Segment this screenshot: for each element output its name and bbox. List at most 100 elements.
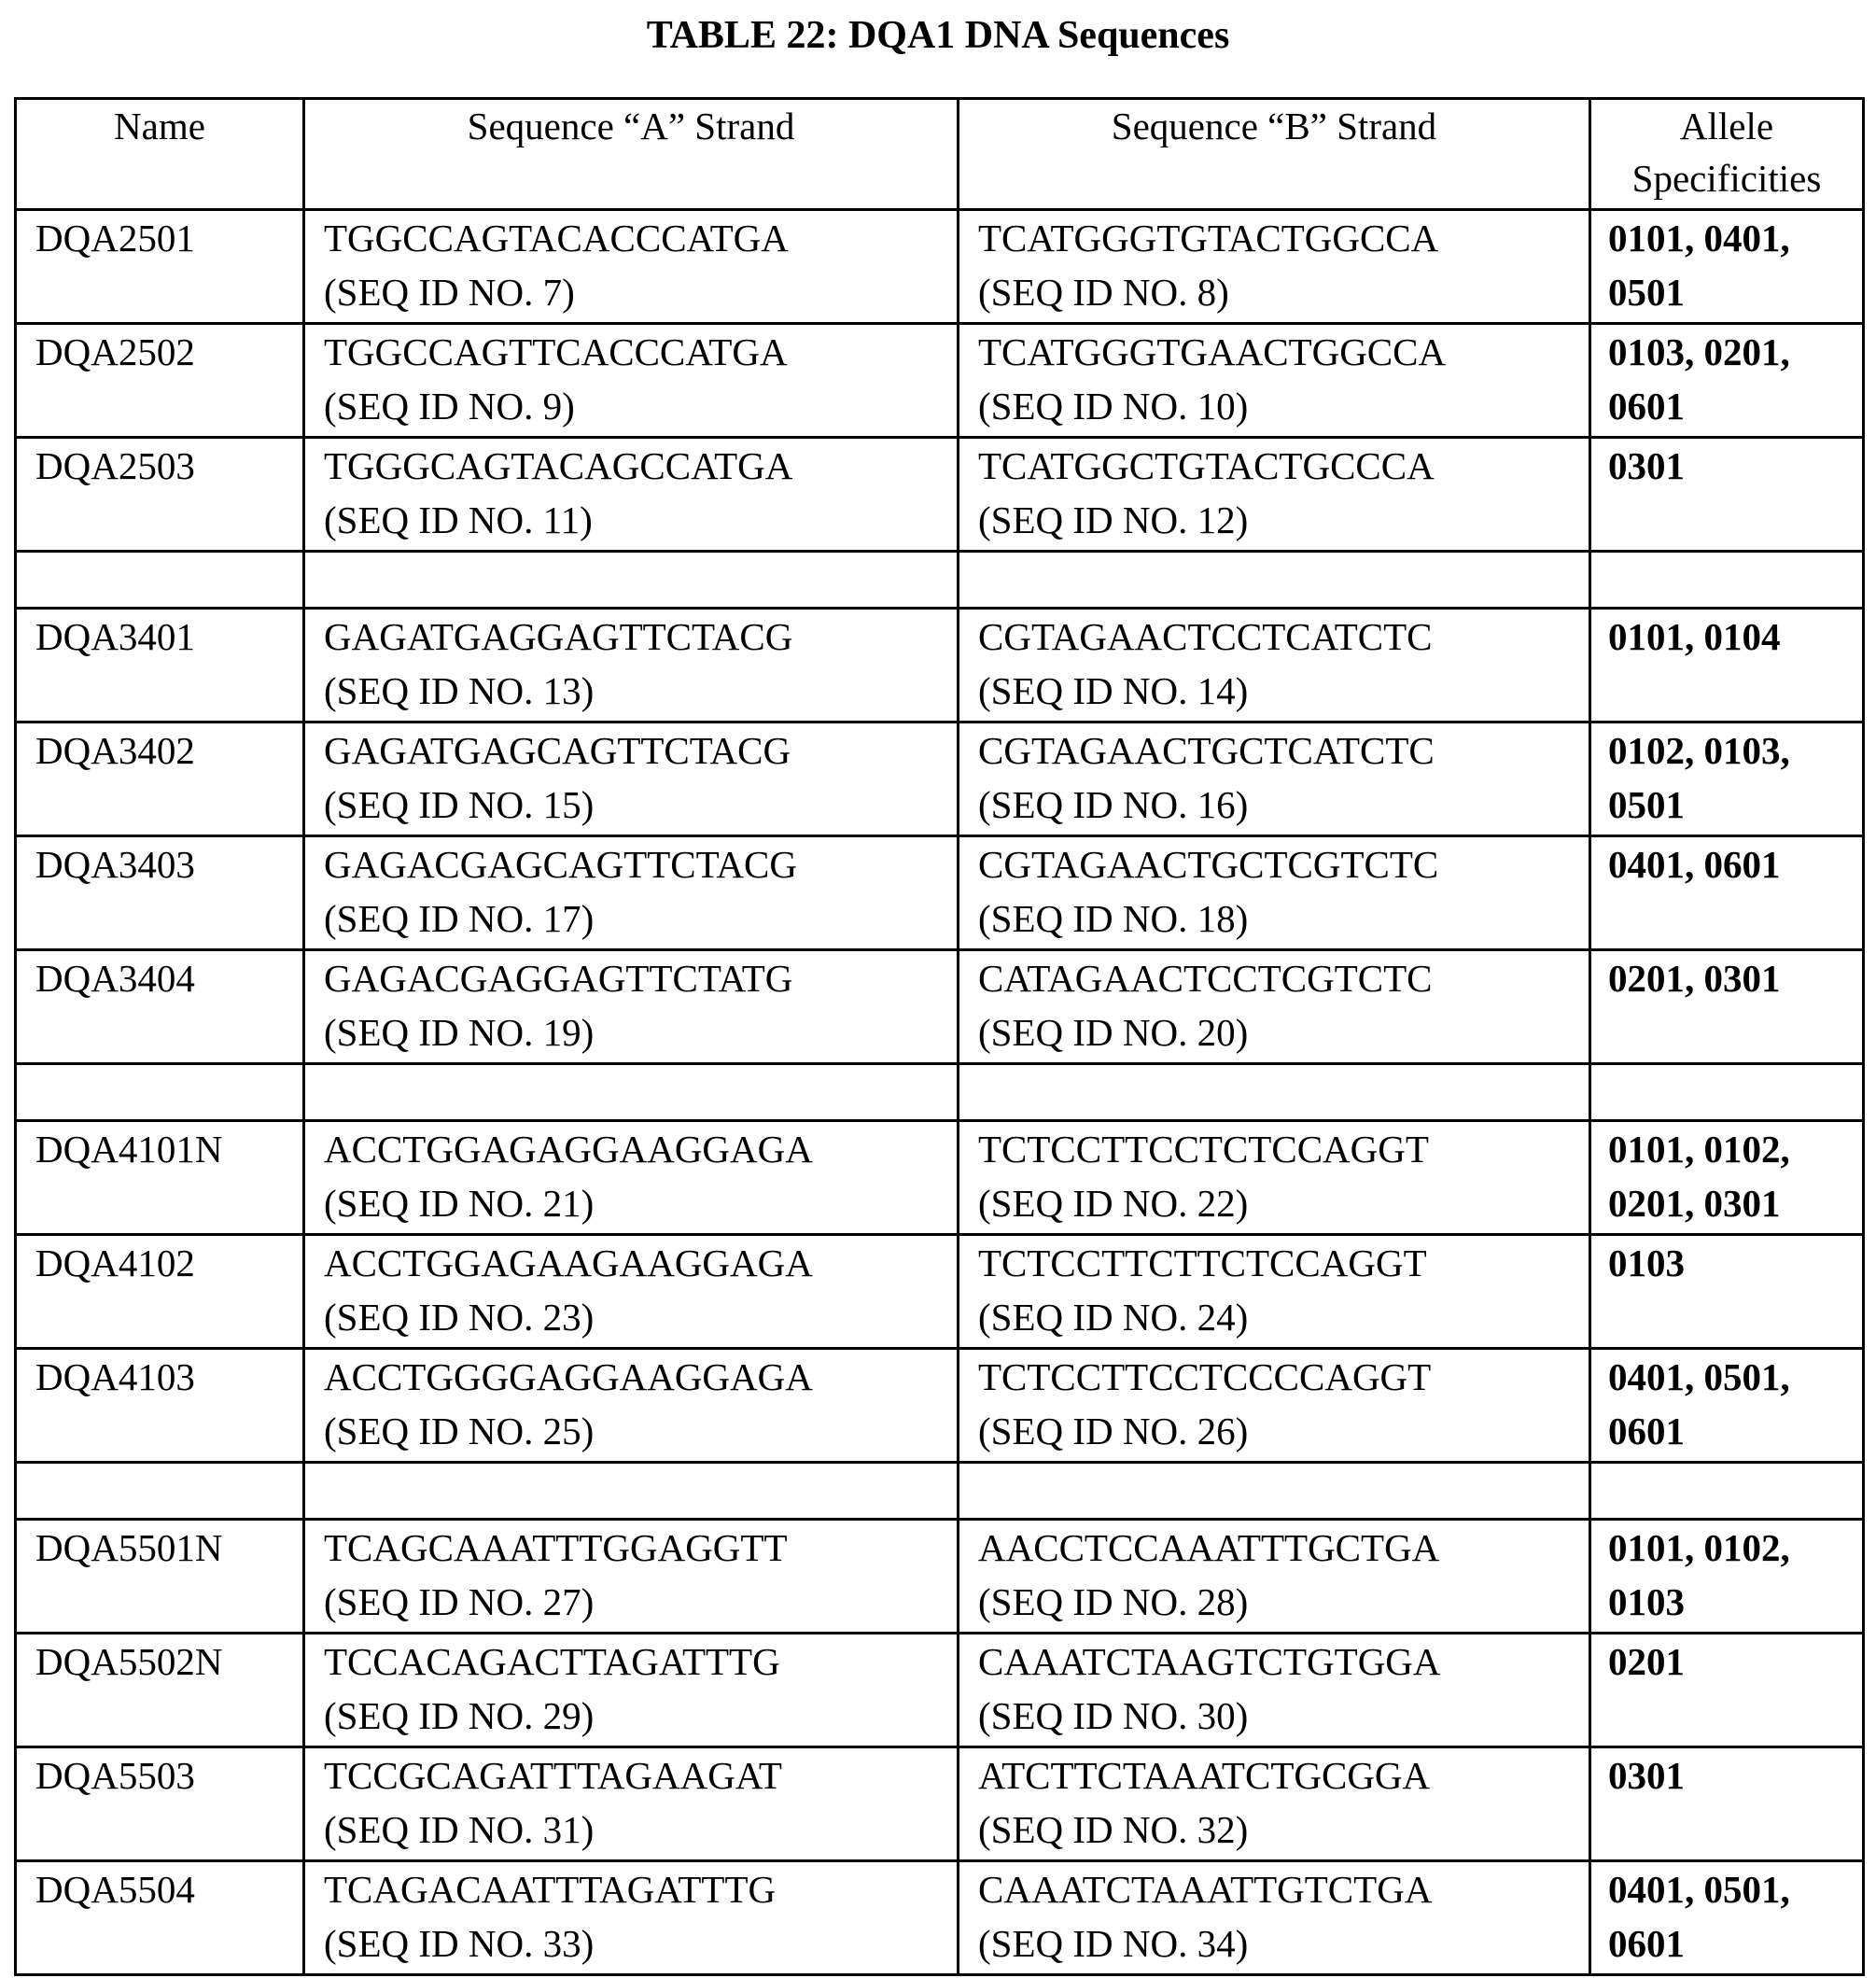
sequence-a-cell: TCCGCAGATTTAGAAGAT(SEQ ID NO. 31) [304,1747,959,1861]
table-title: TABLE 22: DQA1 DNA Sequences [0,9,1876,62]
seq-id-b: (SEQ ID NO. 12) [978,493,1589,547]
probe-name: DQA2502 [35,325,302,379]
name-cell: DQA3403 [16,836,304,950]
allele-line-1: 0401, 0601 [1608,837,1862,891]
name-cell: DQA2502 [16,324,304,438]
sequence-a-cell: TCAGACAATTTAGATTTG(SEQ ID NO. 33) [304,1861,959,1975]
allele-cell: 0101, 0401,0501 [1590,210,1864,324]
seq-id-b: (SEQ ID NO. 20) [978,1005,1589,1059]
dqa1-sequence-table: Name Sequence “A” Strand Sequence “B” St… [14,97,1865,1976]
allele-line-2: 0501 [1608,778,1862,832]
empty-cell [304,1064,959,1121]
probe-name: DQA4103 [35,1350,302,1404]
allele-line-1: 0101, 0104 [1608,610,1862,664]
seq-id-b: (SEQ ID NO. 26) [978,1404,1589,1458]
allele-line-1: 0401, 0501, [1608,1862,1862,1916]
sequence-b: CAAATCTAAATTGTCTGA [978,1862,1589,1916]
seq-id-a: (SEQ ID NO. 15) [324,778,957,832]
sequence-b-cell: TCATGGGTGAACTGGCCA(SEQ ID NO. 10) [959,324,1590,438]
sequence-b: TCTCCTTCCTCTCCAGGT [978,1122,1589,1176]
seq-id-a: (SEQ ID NO. 25) [324,1404,957,1458]
table-row: DQA3401GAGATGAGGAGTTCTACG(SEQ ID NO. 13)… [16,609,1864,722]
name-cell: DQA3401 [16,609,304,722]
allele-cell: 0103 [1590,1235,1864,1349]
seq-id-a: (SEQ ID NO. 17) [324,891,957,946]
sequence-b-cell: CAAATCTAAGTCTGTGGA(SEQ ID NO. 30) [959,1634,1590,1747]
sequence-b-cell: TCTCCTTCTTCTCCAGGT(SEQ ID NO. 24) [959,1235,1590,1349]
allele-cell: 0301 [1590,1747,1864,1861]
sequence-b-cell: TCATGGGTGTACTGGCCA(SEQ ID NO. 8) [959,210,1590,324]
probe-name: DQA3403 [35,837,302,891]
allele-line-2: 0501 [1608,265,1862,319]
table-row: DQA3402GAGATGAGCAGTTCTACG(SEQ ID NO. 15)… [16,722,1864,836]
sequence-b-cell: AACCTCCAAATTTGCTGA(SEQ ID NO. 28) [959,1520,1590,1634]
allele-line-1: 0201, 0301 [1608,951,1862,1005]
empty-cell [959,1064,1590,1121]
seq-id-a: (SEQ ID NO. 21) [324,1176,957,1230]
seq-id-a: (SEQ ID NO. 11) [324,493,957,547]
seq-id-b: (SEQ ID NO. 16) [978,778,1589,832]
empty-cell [959,1463,1590,1520]
probe-name: DQA2503 [35,439,302,493]
sequence-a: ACCTGGAGAAGAAGGAGA [324,1236,957,1290]
allele-line-1: 0201 [1608,1634,1862,1689]
table-row: DQA3403GAGACGAGCAGTTCTACG(SEQ ID NO. 17)… [16,836,1864,950]
seq-id-b: (SEQ ID NO. 22) [978,1176,1589,1230]
allele-line-1: 0301 [1608,1748,1862,1803]
sequence-b: TCATGGGTGAACTGGCCA [978,325,1589,379]
sequence-a-cell: ACCTGGGGAGGAAGGAGA(SEQ ID NO. 25) [304,1349,959,1463]
sequence-a: TCCGCAGATTTAGAAGAT [324,1748,957,1803]
allele-line-2: 0601 [1608,379,1862,433]
sequence-b-cell: CGTAGAACTGCTCATCTC(SEQ ID NO. 16) [959,722,1590,836]
spacer-row [16,552,1864,609]
sequence-b-cell: CGTAGAACTCCTCATCTC(SEQ ID NO. 14) [959,609,1590,722]
name-cell: DQA2503 [16,438,304,552]
sequence-b-cell: CATAGAACTCCTCGTCTC(SEQ ID NO. 20) [959,950,1590,1064]
sequence-a-cell: ACCTGGAGAAGAAGGAGA(SEQ ID NO. 23) [304,1235,959,1349]
sequence-b: CAAATCTAAGTCTGTGGA [978,1634,1589,1689]
seq-id-b: (SEQ ID NO. 24) [978,1290,1589,1344]
seq-id-a: (SEQ ID NO. 23) [324,1290,957,1344]
empty-cell [304,552,959,609]
header-allele-specificities: Allele Specificities [1590,99,1864,210]
seq-id-a: (SEQ ID NO. 9) [324,379,957,433]
allele-cell: 0201, 0301 [1590,950,1864,1064]
sequence-a-cell: GAGACGAGCAGTTCTACG(SEQ ID NO. 17) [304,836,959,950]
sequence-b: ATCTTCTAAATCTGCGGA [978,1748,1589,1803]
seq-id-b: (SEQ ID NO. 14) [978,664,1589,718]
allele-cell: 0401, 0501,0601 [1590,1349,1864,1463]
seq-id-b: (SEQ ID NO. 28) [978,1575,1589,1629]
seq-id-a: (SEQ ID NO. 33) [324,1916,957,1971]
allele-cell: 0101, 0102,0201, 0301 [1590,1121,1864,1235]
seq-id-a: (SEQ ID NO. 27) [324,1575,957,1629]
sequence-b: CGTAGAACTGCTCGTCTC [978,837,1589,891]
sequence-b: TCTCCTTCTTCTCCAGGT [978,1236,1589,1290]
sequence-b: TCATGGCTGTACTGCCCA [978,439,1589,493]
table-row: DQA4101NACCTGGAGAGGAAGGAGA(SEQ ID NO. 21… [16,1121,1864,1235]
sequence-a-cell: GAGATGAGGAGTTCTACG(SEQ ID NO. 13) [304,609,959,722]
allele-line-1: 0103, 0201, [1608,325,1862,379]
allele-line-1: 0101, 0102, [1608,1521,1862,1575]
sequence-b: TCATGGGTGTACTGGCCA [978,211,1589,265]
probe-name: DQA4101N [35,1122,302,1176]
empty-cell [959,552,1590,609]
sequence-a-cell: TGGCCAGTACACCCATGA(SEQ ID NO. 7) [304,210,959,324]
table-row: DQA2501TGGCCAGTACACCCATGA(SEQ ID NO. 7)T… [16,210,1864,324]
spacer-row [16,1463,1864,1520]
sequence-a: GAGACGAGGAGTTCTATG [324,951,957,1005]
name-cell: DQA3404 [16,950,304,1064]
seq-id-a: (SEQ ID NO. 19) [324,1005,957,1059]
seq-id-a: (SEQ ID NO. 7) [324,265,957,319]
sequence-b-cell: CGTAGAACTGCTCGTCTC(SEQ ID NO. 18) [959,836,1590,950]
sequence-b: CATAGAACTCCTCGTCTC [978,951,1589,1005]
name-cell: DQA4103 [16,1349,304,1463]
header-row: Name Sequence “A” Strand Sequence “B” St… [16,99,1864,210]
name-cell: DQA5503 [16,1747,304,1861]
allele-line-1: 0102, 0103, [1608,723,1862,778]
sequence-b: CGTAGAACTCCTCATCTC [978,610,1589,664]
sequence-a: TCAGCAAATTTGGAGGTT [324,1521,957,1575]
sequence-b-cell: ATCTTCTAAATCTGCGGA(SEQ ID NO. 32) [959,1747,1590,1861]
name-cell: DQA4101N [16,1121,304,1235]
sequence-b-cell: TCTCCTTCCTCTCCAGGT(SEQ ID NO. 22) [959,1121,1590,1235]
sequence-b-cell: TCATGGCTGTACTGCCCA(SEQ ID NO. 12) [959,438,1590,552]
